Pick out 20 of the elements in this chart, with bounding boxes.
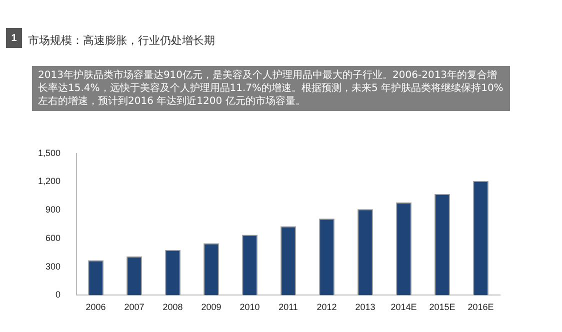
x-tick-label: 2006 xyxy=(86,302,106,312)
chart-title: 市场规模：高速膨胀，行业仍处增长期 xyxy=(28,33,215,48)
y-tick-label: 600 xyxy=(45,232,61,243)
y-tick-label: 1,500 xyxy=(38,148,61,158)
text: 1 xyxy=(6,28,22,48)
x-tick-label: 2010 xyxy=(240,302,260,312)
x-tick-label: 2015E xyxy=(429,302,456,312)
x-tick-label: 2012 xyxy=(316,302,337,312)
y-tick-label: 1,200 xyxy=(38,176,61,186)
x-tick-label: 2013 xyxy=(355,302,376,312)
chart-subtitle: 2013年护肤品类市场容量达910亿元，是美容及个人护理用品中最大的子行业。2006-2013年的复合增长率达15.4%，远快于美容及个人护理用品11.7%的增速。根据预测，未来5 年护肤品类将继续保持10%左右的增速，预计到2016 年达到近1200 亿元的市场容量。 xyxy=(32,66,510,111)
x-tick-label: 2016E xyxy=(468,302,494,312)
y-tick-label: 300 xyxy=(45,261,61,272)
y-tick-label: 900 xyxy=(45,204,61,215)
y-tick-label: 0 xyxy=(56,290,61,300)
x-tick-label: 2008 xyxy=(162,302,183,312)
x-tick-label: 2014E xyxy=(390,302,417,312)
x-tick-label: 2007 xyxy=(124,302,144,312)
x-tick-label: 2011 xyxy=(278,302,298,312)
x-tick-label: 2009 xyxy=(201,302,222,312)
